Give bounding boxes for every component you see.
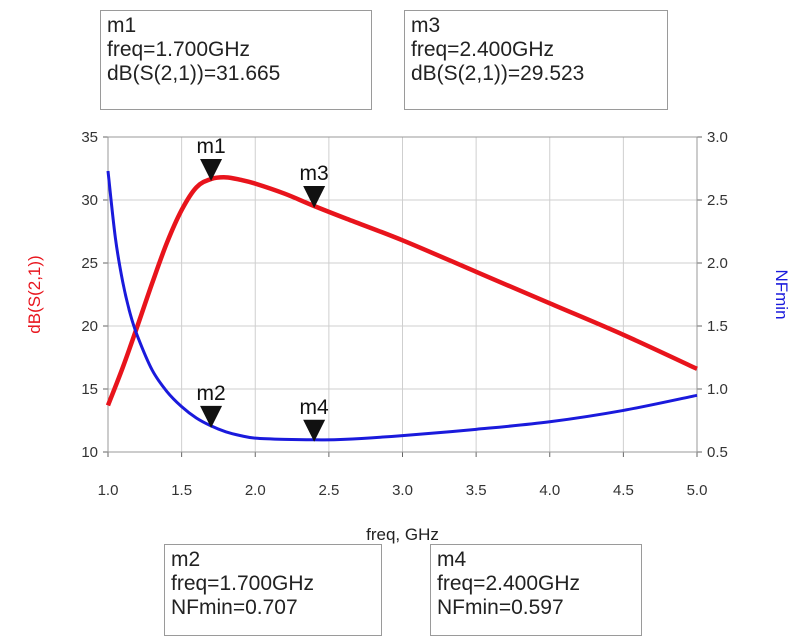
marker-readout-name: m3 bbox=[411, 14, 441, 37]
marker-label-m1: m1 bbox=[196, 135, 225, 158]
nfmin-series-line bbox=[106, 170, 698, 442]
x-tick-label: 4.5 bbox=[613, 482, 634, 499]
y-left-tick-label: 25 bbox=[81, 255, 98, 272]
y-right-tick-label: 1.5 bbox=[707, 318, 728, 335]
s21-series-line bbox=[105, 175, 698, 407]
plot-frame bbox=[107, 136, 698, 453]
marker-triangle-m2 bbox=[200, 405, 223, 428]
y-left-tick-label: 35 bbox=[81, 129, 98, 146]
marker-readout-freq: freq=1.700GHz bbox=[171, 572, 315, 595]
y-right-tick-label: 2.0 bbox=[707, 255, 728, 272]
x-tick-label: 4.0 bbox=[539, 482, 560, 499]
y-right-tick-label: 0.5 bbox=[707, 444, 728, 461]
marker-label-m2: m2 bbox=[196, 382, 225, 405]
x-axis-label: freq, GHz bbox=[366, 525, 439, 544]
y-right-tick-label: 3.0 bbox=[707, 129, 728, 146]
x-tick-label: 2.0 bbox=[245, 482, 266, 499]
marker-label-m3: m3 bbox=[300, 162, 329, 185]
marker-readout-name: m4 bbox=[437, 548, 467, 571]
x-tick-label: 3.0 bbox=[392, 482, 413, 499]
marker-readout-m2: m2 freq=1.700GHz NFmin=0.707 bbox=[164, 544, 382, 636]
marker-readout-name: m2 bbox=[171, 548, 201, 571]
tick-labels: 1.0 1.5 2.0 2.5 3.0 3.5 4.0 4.5 5.0 10 15 20 25 30 35 0… bbox=[81, 129, 728, 499]
y-left-tick-label: 15 bbox=[81, 381, 98, 398]
x-tick-label: 1.5 bbox=[171, 482, 192, 499]
marker-readout-value: NFmin=0.707 bbox=[171, 596, 298, 619]
y-axis-label-right: NFmin bbox=[772, 269, 791, 319]
x-tick-label: 5.0 bbox=[687, 482, 708, 499]
y-right-tick-label: 1.0 bbox=[707, 381, 728, 398]
series-lines bbox=[105, 170, 698, 442]
x-tick-label: 2.5 bbox=[318, 482, 339, 499]
marker-points: m1 m3 m2 m4 bbox=[196, 135, 329, 442]
marker-readout-value: NFmin=0.597 bbox=[437, 596, 564, 619]
y-axis-label-left: dB(S(2,1)) bbox=[25, 255, 44, 333]
y-right-tick-label: 2.5 bbox=[707, 192, 728, 209]
marker-readout-m4: m4 freq=2.400GHz NFmin=0.597 bbox=[430, 544, 642, 636]
marker-readout-value: dB(S(2,1))=31.665 bbox=[107, 62, 281, 85]
x-tick-label: 3.5 bbox=[466, 482, 487, 499]
marker-readout-freq: freq=2.400GHz bbox=[411, 38, 555, 61]
y-left-tick-label: 10 bbox=[81, 444, 98, 461]
marker-readout-freq: freq=2.400GHz bbox=[437, 572, 581, 595]
grid bbox=[103, 136, 702, 457]
marker-readout-freq: freq=1.700GHz bbox=[107, 38, 251, 61]
marker-readout-value: dB(S(2,1))=29.523 bbox=[411, 62, 585, 85]
y-left-tick-label: 20 bbox=[81, 318, 98, 335]
marker-readout-m1: m1 freq=1.700GHz dB(S(2,1))=31.665 bbox=[100, 10, 372, 110]
x-tick-label: 1.0 bbox=[98, 482, 119, 499]
marker-triangle-m3 bbox=[303, 186, 326, 209]
marker-triangle-m4 bbox=[303, 419, 326, 442]
marker-label-m4: m4 bbox=[300, 396, 329, 419]
y-left-tick-label: 30 bbox=[81, 192, 98, 209]
marker-readout-m3: m3 freq=2.400GHz dB(S(2,1))=29.523 bbox=[404, 10, 668, 110]
marker-readout-name: m1 bbox=[107, 14, 137, 37]
marker-triangle-m1 bbox=[200, 159, 223, 182]
